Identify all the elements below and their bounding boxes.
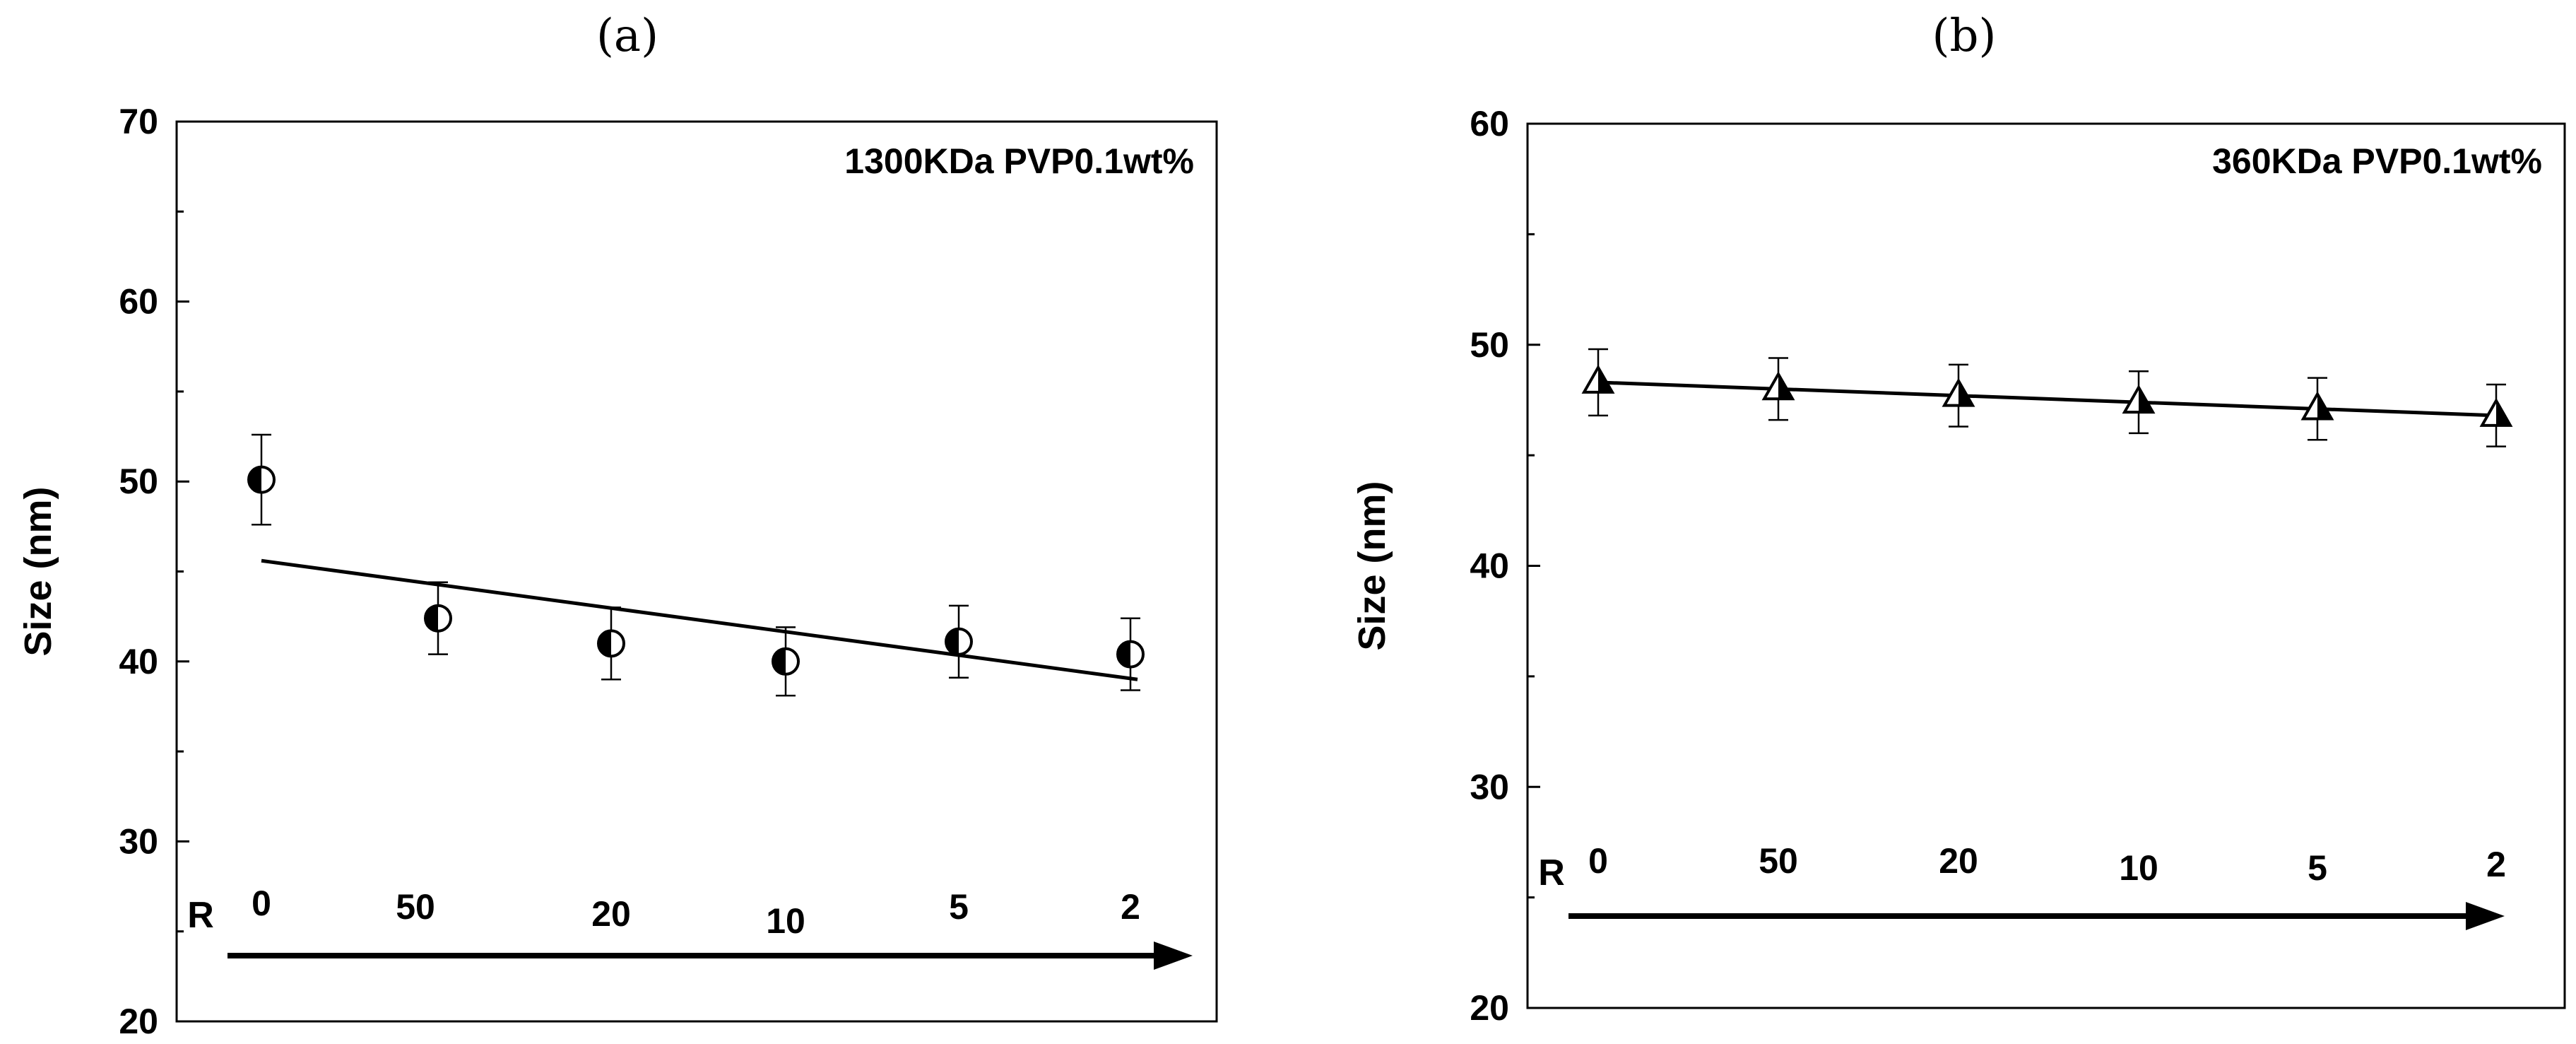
y-tick-label: 50: [119, 462, 158, 501]
category-label: 50: [1759, 841, 1798, 881]
panel-label: (b): [1932, 10, 1997, 62]
annotation: 1300KDa PVP0.1wt%: [844, 141, 1194, 181]
data-point-fill: [2317, 394, 2332, 419]
y-tick-label: 30: [119, 821, 158, 861]
y-tick-label: 70: [119, 102, 158, 141]
y-tick-label: 60: [1470, 104, 1509, 143]
data-point-fill: [1118, 641, 1130, 667]
data-point-fill: [425, 605, 438, 631]
data-point-fill: [946, 628, 959, 655]
data-point-fill: [1958, 380, 1973, 406]
plot-frame: [1526, 122, 2566, 1009]
category-label: 5: [2308, 848, 2327, 888]
category-label: 20: [591, 894, 631, 934]
data-point-fill: [2139, 387, 2153, 413]
y-axis-title: Size (nm): [1351, 481, 1393, 650]
y-tick-label: 40: [119, 642, 158, 681]
data-point-fill: [773, 648, 786, 674]
category-label: 5: [949, 887, 969, 927]
y-tick-label: 50: [1470, 325, 1509, 365]
panel-b: (b) 20 30 40 50 60 Size (nm) 360KDa PVP0.1wt% R 0…: [1351, 10, 2566, 1028]
fit-line: [261, 558, 1138, 681]
data-point-fill: [249, 467, 261, 493]
category-label: 10: [2119, 848, 2158, 888]
category-label: 50: [396, 887, 435, 927]
y-tick-label: 40: [1470, 546, 1509, 586]
y-tick-label: 20: [1470, 988, 1509, 1028]
r-axis-label: R: [1538, 852, 1565, 893]
category-label: 20: [1939, 841, 1978, 881]
data-point-fill: [598, 630, 611, 657]
panel-label: (a): [596, 10, 658, 62]
y-tick-label: 60: [119, 282, 158, 322]
y-tick-label: 20: [119, 1002, 158, 1041]
data-point-fill: [1778, 374, 1792, 399]
category-label: 0: [252, 884, 271, 923]
r-arrow-head: [2466, 902, 2505, 930]
r-arrow-head: [1154, 942, 1193, 970]
category-label: 2: [1121, 887, 1140, 927]
category-label: 0: [1588, 841, 1608, 881]
y-tick-label: 30: [1470, 767, 1509, 807]
y-axis-title: Size (nm): [17, 486, 59, 656]
annotation: 360KDa PVP0.1wt%: [2212, 141, 2542, 181]
category-label: 10: [766, 901, 805, 941]
data-point-fill: [1598, 367, 1612, 392]
data-point-fill: [2496, 400, 2510, 426]
category-label: 2: [2486, 845, 2506, 884]
r-axis-label: R: [187, 895, 214, 936]
fit-line: [1597, 380, 2497, 418]
